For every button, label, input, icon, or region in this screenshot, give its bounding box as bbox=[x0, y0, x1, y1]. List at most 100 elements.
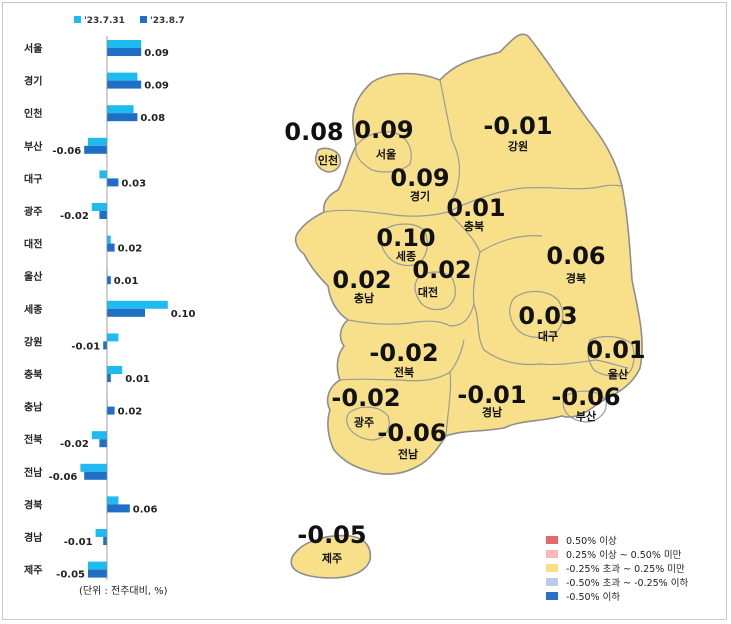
border-daejeon bbox=[414, 271, 456, 311]
map-value-label: 0.01 bbox=[446, 194, 505, 222]
data-label: -0.02 bbox=[60, 211, 89, 222]
category-label: 강원 bbox=[24, 335, 42, 348]
data-label: 0.01 bbox=[114, 276, 139, 287]
bar-series-2 bbox=[107, 48, 142, 56]
bar-series-1 bbox=[107, 40, 142, 48]
bar-series-1 bbox=[107, 333, 119, 342]
category-label: 인천 bbox=[24, 107, 42, 120]
bar-series-2 bbox=[107, 276, 111, 285]
map-legend-swatch bbox=[546, 564, 558, 572]
map-legend-swatch bbox=[546, 550, 558, 558]
map-region-name: 경북 bbox=[566, 271, 586, 285]
legend-label-series-1: '23.7.31 bbox=[84, 16, 125, 26]
map-legend-swatch bbox=[546, 536, 558, 544]
map-legend: 0.50% 이상 0.25% 이상 ~ 0.50% 미만 -0.25% 초과 ~ 0… bbox=[546, 536, 688, 603]
map-value-label: 0.10 bbox=[376, 224, 435, 252]
data-label: 0.01 bbox=[125, 374, 150, 385]
map-value-label: -0.02 bbox=[369, 339, 438, 367]
map-region-name: 전남 bbox=[398, 447, 418, 461]
bar-series-1 bbox=[107, 496, 119, 505]
bar-series-1 bbox=[99, 170, 107, 179]
map-value-label: 0.03 bbox=[518, 302, 577, 330]
map-region-name: 세종 bbox=[396, 249, 416, 263]
map-value-label: 0.06 bbox=[546, 242, 605, 270]
bar-series-2 bbox=[84, 471, 107, 480]
border-gyeongnam-jeonnam bbox=[445, 371, 452, 437]
map-value-label: -0.06 bbox=[377, 419, 446, 447]
bar-series-2 bbox=[84, 145, 107, 154]
bar-series-2 bbox=[107, 178, 119, 187]
map-region-name: 울산 bbox=[608, 367, 628, 381]
category-label: 경북 bbox=[24, 498, 42, 511]
map-region-name: 부산 bbox=[576, 409, 596, 423]
data-label: -0.06 bbox=[49, 472, 78, 483]
map-incheon-island bbox=[314, 147, 342, 173]
map-value-label: 0.09 bbox=[390, 164, 449, 192]
data-label: -0.02 bbox=[60, 439, 89, 450]
bar-series-2 bbox=[103, 341, 107, 350]
map-region-name: 강원 bbox=[508, 139, 528, 153]
map-legend-swatch bbox=[546, 592, 558, 600]
bar-series-1 bbox=[88, 137, 107, 146]
map-value-label: -0.05 bbox=[297, 521, 366, 549]
category-label: 서울 bbox=[24, 42, 42, 55]
data-label: -0.01 bbox=[64, 537, 93, 548]
map-region-name: 서울 bbox=[376, 147, 396, 161]
map-value-label: -0.02 bbox=[331, 384, 400, 412]
map-legend-label: 0.25% 이상 ~ 0.50% 미만 bbox=[566, 550, 682, 561]
data-label: 0.06 bbox=[133, 504, 158, 515]
bar-series-2 bbox=[99, 439, 107, 448]
legend-swatch-series-2 bbox=[140, 16, 147, 23]
border-gyeonggi-gangwon bbox=[439, 79, 461, 213]
border-gyeongbuk-gyeongnam bbox=[473, 303, 629, 369]
bar-plot-area: 서울 0.09 경기 0.09 인천 0.08 부산 -0.06 대구 0.03 광주 -0.02 대전… bbox=[24, 40, 196, 581]
data-label: 0.09 bbox=[144, 81, 169, 92]
border-gyeonggi-south bbox=[323, 209, 449, 217]
category-label: 경남 bbox=[24, 531, 43, 544]
category-label: 경기 bbox=[24, 75, 42, 88]
legend-swatch-series-1 bbox=[74, 16, 81, 23]
bar-series-1 bbox=[107, 105, 134, 114]
map-value-label: -0.01 bbox=[483, 112, 552, 140]
map-legend-label: -0.25% 초과 ~ 0.25% 미만 bbox=[566, 564, 685, 575]
bar-series-2 bbox=[107, 80, 142, 89]
border-daegu bbox=[509, 290, 564, 338]
data-label: -0.01 bbox=[71, 341, 100, 352]
map-value-label: 0.02 bbox=[332, 266, 391, 294]
bar-series-1 bbox=[107, 72, 138, 81]
map-value-label: 0.09 bbox=[354, 116, 413, 144]
category-label: 부산 bbox=[24, 140, 43, 153]
unit-note: (단위 : 전주대비, %) bbox=[79, 584, 168, 597]
data-label: 0.03 bbox=[121, 178, 146, 189]
bar-series-2 bbox=[107, 113, 138, 122]
bar-series-2 bbox=[107, 374, 111, 382]
bar-series-1 bbox=[91, 431, 107, 440]
map-region-name: 광주 bbox=[354, 416, 374, 429]
data-label: 0.09 bbox=[144, 48, 169, 59]
bar-series-1 bbox=[91, 203, 107, 211]
category-label: 광주 bbox=[24, 206, 42, 218]
border-ulsan bbox=[587, 335, 635, 377]
map-region-name: 전북 bbox=[394, 365, 414, 379]
category-label: 대전 bbox=[24, 238, 42, 251]
bar-series-2 bbox=[107, 406, 115, 415]
bar-series-2 bbox=[107, 504, 130, 513]
data-label: 0.10 bbox=[171, 309, 196, 320]
bar-series-1 bbox=[88, 561, 107, 570]
map-value-label: 0.01 bbox=[586, 336, 645, 364]
data-label: 0.08 bbox=[140, 113, 165, 124]
data-label: 0.02 bbox=[118, 407, 143, 418]
map-region-name: 대전 bbox=[418, 285, 438, 299]
map-value-label: 0.08 bbox=[284, 118, 343, 146]
map-region-name: 경남 bbox=[482, 405, 502, 419]
map-value-label: 0.02 bbox=[412, 256, 471, 284]
map-region-name: 대구 bbox=[538, 329, 558, 343]
bar-series-1 bbox=[107, 300, 168, 309]
map-borders bbox=[323, 79, 635, 441]
bar-legend: '23.7.31 '23.8.7 bbox=[74, 16, 185, 26]
map-region-name: 충북 bbox=[464, 219, 484, 233]
bar-series-2 bbox=[103, 537, 107, 545]
border-gwangju bbox=[346, 406, 390, 441]
